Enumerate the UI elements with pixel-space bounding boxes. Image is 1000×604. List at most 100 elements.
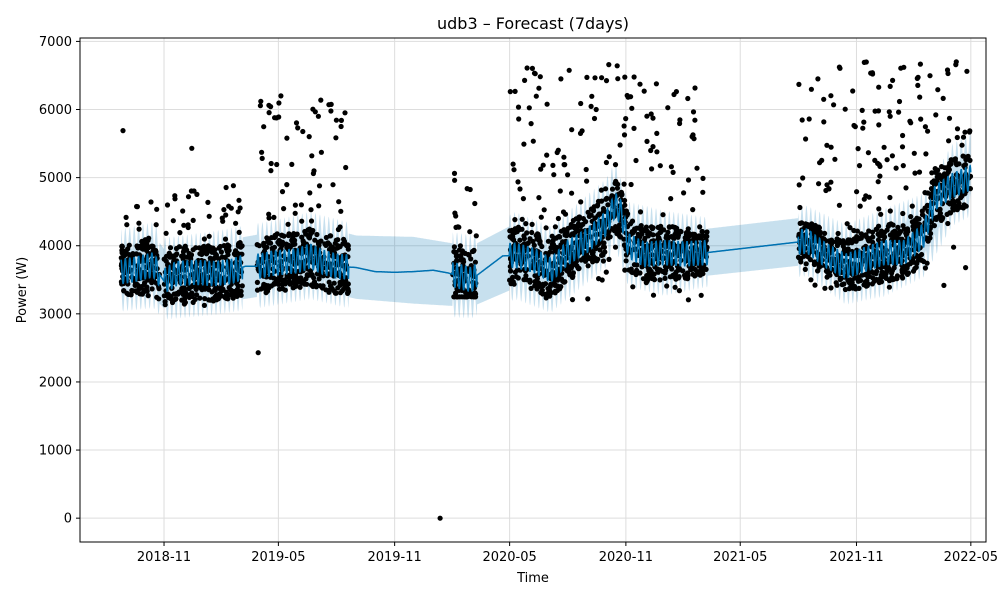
observed-point — [177, 230, 183, 236]
observed-point — [621, 181, 627, 187]
observed-point — [899, 144, 906, 150]
observed-point — [857, 203, 863, 209]
observed-point — [875, 179, 881, 185]
observed-point — [803, 136, 809, 142]
observed-point — [700, 267, 707, 273]
observed-point — [590, 257, 596, 263]
observed-point — [887, 194, 893, 201]
observed-point — [940, 215, 946, 221]
observed-point — [876, 122, 882, 128]
observed-point — [637, 209, 644, 215]
observed-point — [960, 134, 967, 140]
observed-point — [190, 247, 196, 253]
observed-point — [896, 109, 902, 115]
observed-point — [512, 269, 518, 275]
observed-point — [895, 224, 901, 230]
observed-point — [179, 286, 185, 292]
observed-point — [540, 162, 546, 168]
observed-point — [796, 81, 802, 87]
observed-point — [522, 268, 529, 274]
observed-point — [345, 242, 351, 248]
observed-point — [691, 136, 697, 142]
observed-point — [555, 215, 562, 222]
observed-point — [887, 208, 893, 214]
observed-point — [850, 88, 856, 94]
observed-point — [201, 236, 207, 242]
chart-title: udb3 – Forecast (7days) — [437, 14, 629, 33]
observed-point — [890, 77, 896, 83]
observed-point — [284, 273, 290, 279]
observed-point — [121, 288, 127, 294]
observed-point — [869, 70, 876, 76]
observed-point — [221, 243, 227, 249]
observed-point — [896, 98, 903, 105]
observed-point — [172, 193, 178, 199]
observed-point — [640, 276, 647, 282]
observed-point — [593, 242, 600, 248]
observed-point — [274, 161, 280, 168]
observed-point — [877, 230, 884, 236]
observed-point — [283, 241, 289, 247]
observed-point — [854, 189, 860, 195]
observed-point — [456, 247, 463, 253]
observed-point — [865, 150, 872, 156]
observed-point — [959, 142, 965, 148]
observed-point — [925, 128, 931, 134]
observed-point — [259, 155, 265, 161]
observed-point — [129, 287, 135, 294]
observed-point — [569, 297, 576, 303]
observed-point — [859, 107, 865, 113]
observed-point — [162, 302, 168, 308]
observed-point — [206, 233, 212, 239]
observed-point — [516, 116, 522, 122]
observed-point — [589, 93, 595, 99]
observed-point — [552, 224, 559, 230]
observed-point — [591, 115, 598, 122]
observed-point — [217, 286, 223, 292]
observed-point — [125, 281, 131, 287]
observed-point — [851, 227, 857, 234]
observed-point — [536, 282, 542, 288]
observed-point — [510, 234, 516, 240]
observed-point — [180, 256, 186, 262]
observed-point — [202, 285, 208, 291]
observed-point — [670, 272, 676, 278]
observed-point — [882, 234, 888, 240]
observed-point — [181, 291, 187, 297]
observed-point — [900, 163, 906, 169]
observed-point — [578, 199, 584, 205]
observed-point — [519, 216, 525, 222]
observed-point — [641, 88, 647, 94]
observed-point — [628, 181, 634, 188]
observed-point — [523, 221, 529, 227]
observed-point — [816, 181, 822, 187]
observed-point — [622, 74, 628, 80]
observed-point — [825, 269, 831, 275]
observed-point — [613, 178, 619, 184]
observed-point — [822, 285, 828, 291]
observed-point — [851, 236, 857, 242]
observed-point — [543, 291, 549, 297]
observed-point — [807, 224, 813, 230]
observed-point — [889, 153, 896, 159]
observed-point — [657, 163, 663, 169]
observed-outlier-point — [255, 350, 261, 356]
observed-point — [634, 267, 640, 273]
observed-point — [309, 229, 315, 235]
observed-point — [555, 234, 561, 240]
observed-point — [884, 268, 890, 274]
observed-point — [681, 190, 687, 196]
observed-point — [268, 160, 274, 167]
observed-point — [927, 73, 933, 79]
observed-point — [878, 211, 884, 217]
observed-point — [308, 218, 315, 224]
observed-point — [560, 209, 567, 215]
observed-point — [555, 147, 561, 153]
observed-point — [533, 93, 539, 99]
observed-point — [800, 175, 806, 181]
observed-point — [580, 216, 587, 222]
observed-point — [612, 244, 619, 250]
observed-point — [258, 286, 264, 292]
observed-point — [700, 175, 706, 181]
observed-point — [522, 77, 528, 83]
